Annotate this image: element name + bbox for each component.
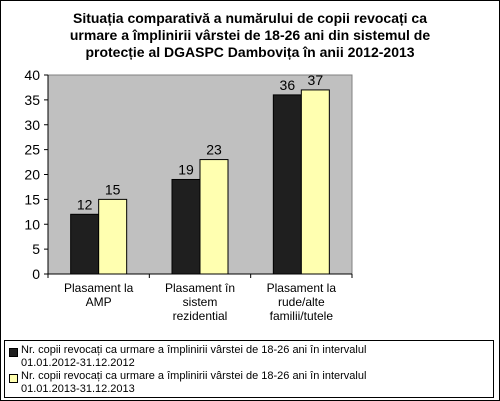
legend-label-2013: Nr. copii revocați ca urmare a împliniri… <box>21 370 481 396</box>
bar <box>171 178 201 275</box>
y-tick-label: 10 <box>24 216 40 232</box>
category-label-line: sistem <box>183 295 218 309</box>
category-label-line: Plasament la <box>267 281 337 295</box>
bar <box>272 94 302 275</box>
y-tick-label: 0 <box>32 266 40 282</box>
data-label: 19 <box>178 161 194 177</box>
data-label: 36 <box>280 77 296 93</box>
category-label-line: rude/alte <box>278 295 325 309</box>
category-label-line: Plasament la <box>64 281 134 295</box>
y-tick-label: 15 <box>24 191 40 207</box>
legend-label-2012: Nr. copii revocați ca urmare a împliniri… <box>21 344 481 370</box>
y-tick-label: 30 <box>24 117 40 133</box>
chart-title: Situația comparativă a numărului de copi… <box>8 10 492 61</box>
bar <box>199 159 229 275</box>
legend-swatch-2012 <box>9 348 18 357</box>
chart-title-line-2: urmare a împlinirii vârstei de 18-26 ani… <box>69 27 431 43</box>
chart-title-line-3: protecție al DGASPC Dambovița în anii 20… <box>85 44 415 60</box>
category-label-line: Plasament în <box>165 281 235 295</box>
legend-label-2013-line-2: 01.01.2013-31.12.2013 <box>21 383 135 395</box>
y-tick-label: 35 <box>24 92 40 108</box>
y-tick-label: 25 <box>24 142 40 158</box>
legend-label-2012-line-1: Nr. copii revocați ca urmare a împliniri… <box>21 344 367 356</box>
category-label: Plasament la AMP <box>64 281 134 309</box>
category-label-line: AMP <box>86 295 112 309</box>
category-label: Plasament în sistem rezidential <box>165 281 235 323</box>
data-label: 15 <box>105 181 121 197</box>
chart-legend: Nr. copii revocați ca urmare a împliniri… <box>4 340 494 398</box>
bar <box>98 198 128 275</box>
category-label-line: rezidential <box>173 309 228 323</box>
y-tick-label: 5 <box>32 241 40 257</box>
data-label: 12 <box>77 196 93 212</box>
y-tick-label: 20 <box>24 167 40 183</box>
category-label: Plasament la rude/alte familii/tutele <box>267 281 337 323</box>
chart-title-line-1: Situația comparativă a numărului de copi… <box>72 10 427 26</box>
bar <box>70 213 100 275</box>
data-label: 37 <box>308 72 324 88</box>
data-label: 23 <box>206 142 222 158</box>
legend-swatch-2013 <box>9 374 18 383</box>
legend-label-2012-line-2: 01.01.2012-31.12.2012 <box>21 357 135 369</box>
category-label-line: familii/tutele <box>270 309 334 323</box>
legend-label-2013-line-1: Nr. copii revocați ca urmare a împliniri… <box>21 370 367 382</box>
y-tick-label: 40 <box>24 67 40 83</box>
bar <box>300 89 330 275</box>
